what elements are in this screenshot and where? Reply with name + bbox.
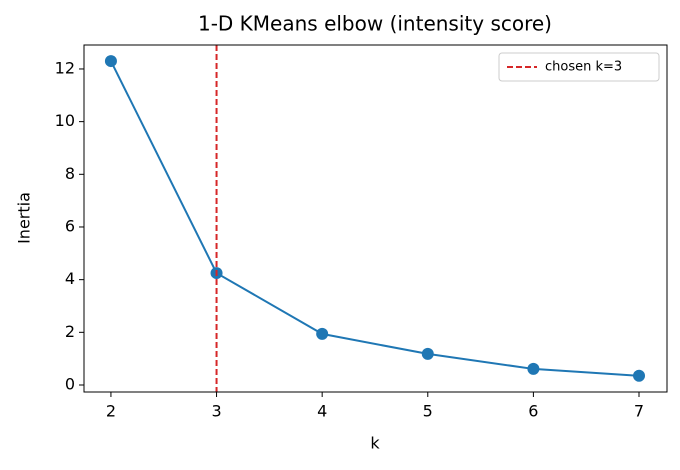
chart-title: 1-D KMeans elbow (intensity score) <box>198 12 552 36</box>
data-point <box>527 362 540 375</box>
x-tick-label: 5 <box>423 402 433 421</box>
data-point <box>316 327 329 340</box>
x-tick-label: 6 <box>528 402 538 421</box>
y-tick-label: 12 <box>55 58 75 77</box>
y-tick-label: 2 <box>65 322 75 341</box>
legend-box <box>498 52 660 82</box>
data-point <box>633 369 646 382</box>
y-tick-label: 4 <box>65 269 75 288</box>
x-tick-label: 7 <box>634 402 644 421</box>
y-tick-label: 10 <box>55 111 75 130</box>
data-point <box>104 55 117 68</box>
x-tick-label: 3 <box>211 402 221 421</box>
data-point <box>421 347 434 360</box>
y-axis-label: Inertia <box>15 192 34 244</box>
data-line <box>110 60 640 377</box>
legend-label: chosen k=3 <box>545 60 622 75</box>
x-tick-label: 2 <box>106 402 116 421</box>
y-tick-label: 8 <box>65 164 75 183</box>
x-axis-label: k <box>370 434 380 453</box>
x-tick-label: 4 <box>317 402 327 421</box>
plot-frame <box>83 44 668 393</box>
y-tick-label: 0 <box>65 374 75 393</box>
y-tick-label: 6 <box>65 216 75 235</box>
